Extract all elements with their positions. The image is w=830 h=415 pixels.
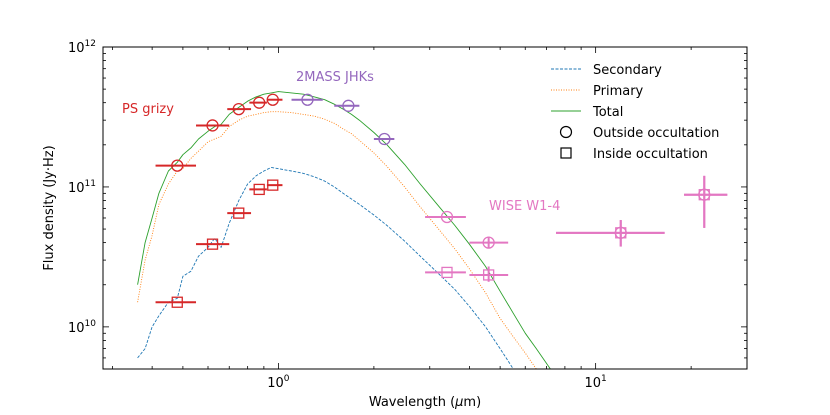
ps-grizy-inside-marker	[233, 207, 245, 219]
ps-grizy-outside-marker	[206, 119, 219, 132]
wise-w1-4-inside-marker	[482, 269, 495, 281]
legend-marker-inside	[560, 147, 572, 159]
photometry-points	[155, 93, 728, 308]
legend-marker-outside	[559, 125, 573, 139]
curve-secondary	[137, 166, 514, 369]
y-tick-label-1e12: 1012	[68, 39, 96, 56]
y-tick-label-1e12-exp: 12	[85, 39, 96, 49]
ps-grizy-outside-marker	[171, 159, 184, 172]
ps-grizy-outside-marker	[232, 102, 245, 116]
x-tick-label-10-exp: 1	[601, 374, 607, 384]
x-axis-label: Wavelength (μm)	[369, 395, 481, 410]
wise-w1-4-inside-marker	[615, 227, 627, 239]
legend-label-inside: Inside occultation	[593, 147, 708, 162]
y-tick-label-1e11: 1011	[68, 179, 96, 196]
x-tick-label-10: 101	[584, 374, 606, 391]
legend-label-total: Total	[592, 105, 623, 120]
ps-grizy-inside-marker	[206, 238, 219, 250]
legend: Secondary Primary Total Outside occultat…	[551, 63, 719, 162]
y-axis-label: Flux density (Jy·Hz)	[42, 145, 57, 270]
y-tick-label-1e11-base: 10	[68, 181, 85, 196]
ps-grizy-outside-marker	[266, 93, 279, 106]
x-axis-label-mu: μ	[454, 395, 463, 410]
x-axis-label-prefix: Wavelength (	[369, 395, 455, 410]
annotation-ps-grizy: PS grizy	[122, 102, 174, 117]
ps-grizy-inside-marker	[267, 179, 279, 191]
ps-grizy-inside-marker	[253, 183, 265, 196]
x-tick-label-1: 100	[267, 374, 290, 391]
y-tick-label-1e11-exp: 11	[85, 179, 96, 189]
x-axis-label-suffix: m)	[463, 395, 481, 410]
wise-w1-4-inside-marker	[441, 266, 453, 279]
annotation-2mass-jhks: 2MASS JHKs	[296, 70, 374, 85]
y-tick-label-1e10-base: 10	[68, 321, 85, 336]
2mass-jhks-outside-marker	[301, 93, 314, 106]
ps-grizy-inside-marker	[171, 296, 183, 308]
wise-w1-4-outside-marker	[482, 236, 495, 249]
2mass-jhks-outside-marker	[378, 132, 391, 146]
y-tick-label-1e10-exp: 10	[85, 319, 97, 329]
axis-ticks	[103, 46, 748, 370]
y-tick-label-1e12-base: 10	[68, 41, 85, 56]
legend-label-outside: Outside occultation	[593, 126, 719, 141]
legend-label-secondary: Secondary	[593, 63, 662, 78]
2mass-jhks-outside-marker	[342, 99, 355, 112]
wise-w1-4-outside-marker	[440, 210, 454, 224]
x-tick-label-10-base: 10	[584, 376, 601, 391]
plot-frame	[102, 46, 748, 370]
wise-w1-4-inside-marker	[698, 189, 710, 201]
model-curves	[137, 91, 551, 369]
x-tick-label-1-base: 10	[267, 376, 284, 391]
ps-grizy-outside-marker	[253, 96, 266, 109]
curve-total	[137, 91, 551, 369]
y-tick-label-1e10: 1010	[68, 319, 96, 336]
x-tick-label-1-exp: 0	[284, 374, 290, 384]
legend-label-primary: Primary	[593, 84, 644, 99]
annotation-wise-w1-4: WISE W1-4	[489, 199, 560, 214]
